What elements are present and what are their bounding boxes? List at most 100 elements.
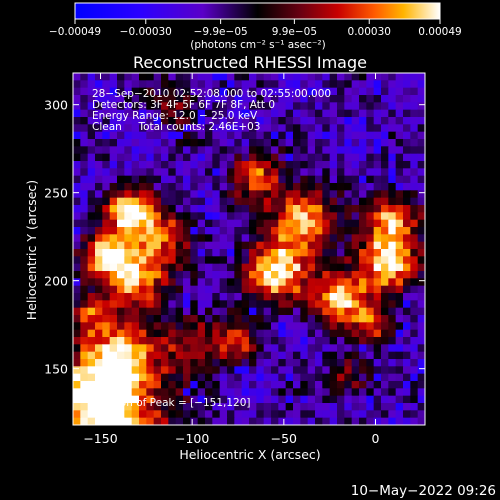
heatmap-cell — [219, 256, 228, 265]
heatmap-cell — [300, 234, 309, 243]
heatmap-cell — [359, 227, 367, 235]
heatmap-cell — [227, 293, 235, 301]
heatmap-cell — [373, 315, 382, 323]
heatmap-cell — [175, 212, 184, 221]
heatmap-cell — [161, 87, 169, 96]
heatmap-cell — [403, 234, 411, 243]
heatmap-cell — [139, 403, 147, 411]
heatmap-cell — [315, 300, 323, 309]
heatmap-cell — [388, 227, 397, 235]
heatmap-cell — [417, 351, 425, 360]
heatmap-cell — [256, 241, 265, 250]
colorbar-tick-label: −9.9e−05 — [194, 26, 248, 38]
heatmap-cell — [381, 146, 389, 155]
heatmap-cell — [80, 373, 89, 382]
heatmap-cell — [168, 293, 177, 301]
heatmap-cell — [124, 205, 133, 213]
heatmap-cell — [256, 205, 265, 213]
heatmap-cell — [322, 417, 331, 425]
heatmap-cell — [241, 403, 250, 411]
heatmap-cell — [410, 124, 419, 133]
heatmap-cell — [395, 95, 404, 103]
heatmap-cell — [366, 153, 375, 162]
heatmap-cell — [124, 153, 133, 162]
heatmap-cell — [417, 139, 425, 147]
heatmap-cell — [300, 241, 309, 250]
heatmap-cell — [139, 278, 147, 287]
heatmap-cell — [395, 263, 404, 272]
heatmap-cell — [403, 73, 411, 81]
heatmap-cell — [80, 307, 89, 316]
heatmap-cell — [153, 95, 162, 103]
heatmap-cell — [307, 73, 316, 81]
heatmap-cell — [410, 87, 419, 96]
heatmap-cell — [263, 359, 272, 367]
heatmap-cell — [109, 344, 118, 353]
heatmap-cell — [366, 146, 375, 155]
heatmap-cell — [124, 293, 133, 301]
heatmap-cell — [263, 161, 272, 169]
heatmap-cell — [73, 161, 81, 169]
heatmap-cell — [373, 249, 382, 257]
heatmap-cell — [102, 131, 111, 140]
heatmap-cell — [315, 403, 323, 411]
heatmap-cell — [190, 95, 199, 103]
heatmap-cell — [109, 131, 118, 140]
heatmap-cell — [359, 329, 367, 338]
heatmap-cell — [307, 329, 316, 338]
heatmap-cell — [87, 359, 96, 367]
heatmap-cell — [109, 219, 118, 228]
heatmap-cell — [175, 395, 184, 404]
heatmap-cell — [329, 278, 338, 287]
heatmap-cell — [87, 131, 96, 140]
heatmap-cell — [175, 410, 184, 419]
y-tick-label: 300 — [44, 98, 68, 113]
heatmap-cell — [146, 124, 155, 133]
heatmap-cell — [146, 197, 155, 206]
heatmap-cell — [109, 249, 118, 257]
heatmap-cell — [219, 315, 228, 323]
heatmap-cell — [190, 117, 199, 125]
heatmap-cell — [168, 219, 177, 228]
heatmap-cell — [117, 293, 125, 301]
heatmap-cell — [256, 366, 265, 375]
heatmap-cell — [344, 410, 353, 419]
heatmap-cell — [190, 212, 199, 221]
heatmap-cell — [417, 234, 425, 243]
heatmap-cell — [146, 249, 155, 257]
heatmap-cell — [139, 197, 147, 206]
heatmap-cell — [197, 395, 206, 404]
heatmap-cell — [307, 190, 316, 199]
heatmap-cell — [300, 175, 309, 184]
heatmap-cell — [87, 285, 96, 294]
heatmap-cell — [241, 315, 250, 323]
heatmap-cell — [395, 337, 404, 345]
heatmap-cell — [322, 146, 331, 155]
heatmap-cell — [183, 95, 191, 103]
heatmap-cell — [87, 234, 96, 243]
heatmap-cell — [87, 219, 96, 228]
heatmap-cell — [381, 271, 389, 279]
heatmap-cell — [95, 300, 103, 309]
heatmap-cell — [80, 249, 89, 257]
heatmap-cell — [249, 410, 257, 419]
heatmap-cell — [153, 73, 162, 81]
heatmap-cell — [175, 161, 184, 169]
heatmap-cell — [117, 234, 125, 243]
heatmap-cell — [256, 344, 265, 353]
heatmap-cell — [395, 161, 404, 169]
heatmap-cell — [168, 373, 177, 382]
heatmap-cell — [344, 219, 353, 228]
heatmap-cell — [146, 263, 155, 272]
heatmap-cell — [175, 109, 184, 118]
heatmap-cell — [293, 337, 301, 345]
heatmap-cell — [329, 293, 338, 301]
heatmap-cell — [139, 344, 147, 353]
heatmap-cell — [80, 168, 89, 177]
y-tick-label: 150 — [44, 362, 68, 377]
heatmap-cell — [307, 337, 316, 345]
heatmap-cell — [249, 241, 257, 250]
heatmap-cell — [153, 410, 162, 419]
heatmap-cell — [175, 80, 184, 89]
heatmap-cell — [109, 95, 118, 103]
